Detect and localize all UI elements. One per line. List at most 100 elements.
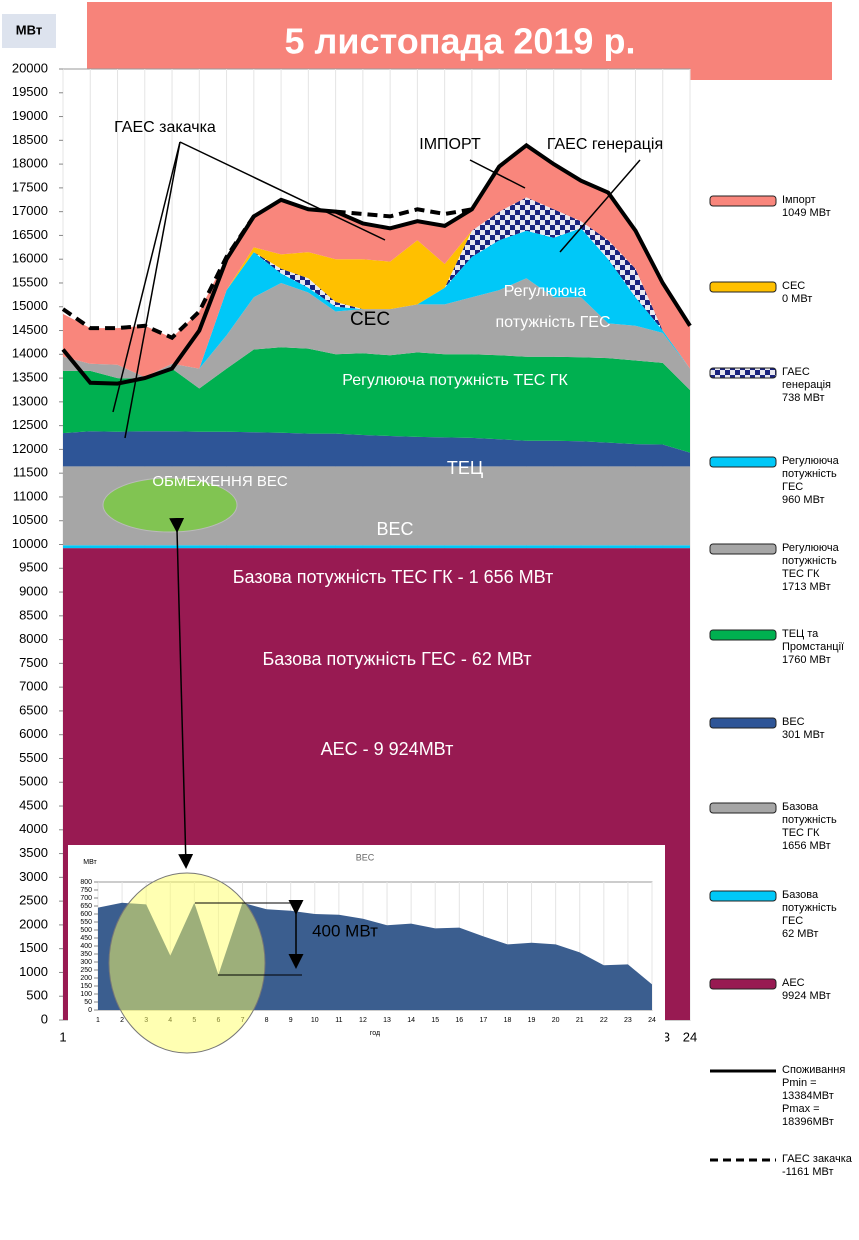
- y-tick-label: 18000: [12, 156, 48, 171]
- y-tick-label: 9000: [19, 583, 48, 598]
- link-arrow: [169, 517, 194, 869]
- y-tick-label: 9500: [19, 560, 48, 575]
- area-segment: [63, 278, 690, 390]
- x-tick-label: 8: [265, 1017, 269, 1024]
- pointer-line: [559, 159, 641, 253]
- legend-swatch: [709, 456, 777, 468]
- annotation: ГАЕС генерація: [547, 136, 663, 153]
- y-tick-label: 15000: [12, 298, 48, 313]
- y-tick-label: 1000: [19, 964, 48, 979]
- x-tick-label: 14: [407, 1017, 415, 1024]
- y-tick-label: 12500: [12, 417, 48, 432]
- legend-label: Базова потужність ГЕС 62 МВт: [782, 889, 837, 940]
- y-tick-label: 750: [80, 887, 92, 894]
- pointer-line: [124, 141, 181, 439]
- y-tick-label: 19500: [12, 84, 48, 99]
- annotation: ВЕС: [376, 519, 413, 539]
- x-tick-label: 9: [289, 1017, 293, 1024]
- legend-swatch: [709, 802, 777, 814]
- area-segment: [63, 197, 690, 378]
- legend-label: ТЕЦ та Промстанції 1760 МВт: [782, 628, 845, 666]
- annotation: ТЕЦ: [447, 458, 483, 478]
- y-tick-label: 10500: [12, 512, 48, 527]
- y-tick-label: 150: [80, 983, 92, 990]
- x-tick-label: 24: [648, 1017, 656, 1024]
- y-tick-label: 15500: [12, 274, 48, 289]
- y-tick-label: 2000: [19, 916, 48, 931]
- legend-label: Регулююча потужність ГЕС 960 МВт: [782, 455, 839, 506]
- chart-title: 5 листопада 2019 р.: [285, 21, 636, 62]
- y-tick-label: 5000: [19, 774, 48, 789]
- x-tick-label: 12: [359, 1017, 367, 1024]
- annotation: Регулююча потужність ТЕС ГК: [342, 372, 568, 389]
- y-tick-label: 3500: [19, 845, 48, 860]
- legend-label: СЕС 0 МВт: [782, 280, 813, 305]
- y-tick-label: 13000: [12, 393, 48, 408]
- legend-label: Базова потужність ТЕС ГК 1656 МВт: [782, 801, 837, 852]
- y-tick-label: 8000: [19, 631, 48, 646]
- annotation: ГАЕС закачка: [114, 119, 216, 136]
- x-tick-label: 11: [335, 1017, 342, 1024]
- legend-swatch: [709, 629, 777, 641]
- y-tick-label: 200: [80, 975, 92, 982]
- unit-box: [2, 14, 56, 48]
- y-tick-label: 5500: [19, 750, 48, 765]
- legend-label: Споживання Pmin = 13384МВт Pmax = 18396М…: [782, 1064, 846, 1128]
- legend-swatch: [709, 717, 777, 729]
- y-tick-label: 6500: [19, 702, 48, 717]
- x-tick-label: 10: [311, 1017, 319, 1024]
- annotation: ОБМЕЖЕННЯ ВЕС: [152, 473, 288, 490]
- area-segment: [63, 228, 690, 378]
- y-tick-label: 0: [88, 1007, 92, 1014]
- title-box: [87, 2, 832, 80]
- y-tick-label: 650: [80, 903, 92, 910]
- pointer-line: [179, 141, 386, 241]
- legend-label: Регулююча потужність ТЕС ГК 1713 МВт: [782, 542, 839, 593]
- x-tick-label: 18: [504, 1017, 512, 1024]
- line-series: [61, 207, 473, 341]
- y-tick-label: 0: [41, 1011, 48, 1026]
- annotation: Базова потужність ГЕС - 62 МВт: [262, 649, 531, 669]
- y-tick-label: 7500: [19, 655, 48, 670]
- x-tick-label: 2: [120, 1017, 124, 1024]
- y-tick-label: 550: [80, 919, 92, 926]
- y-tick-label: 18500: [12, 132, 48, 147]
- y-tick-label: 600: [80, 911, 92, 918]
- y-tick-label: 2500: [19, 893, 48, 908]
- legend-swatch: [709, 281, 777, 293]
- y-tick-label: 6000: [19, 726, 48, 741]
- x-tick-label: 16: [455, 1017, 463, 1024]
- inset-title: ВЕС: [356, 852, 375, 862]
- y-tick-label: 4000: [19, 821, 48, 836]
- y-tick-label: 13500: [12, 370, 48, 385]
- y-tick-label: 1500: [19, 940, 48, 955]
- legend-swatch: [709, 543, 777, 555]
- y-tick-label: 500: [80, 927, 92, 934]
- legend-label: Імпорт 1049 МВт: [782, 194, 831, 219]
- y-tick-label: 400: [80, 943, 92, 950]
- y-tick-label: 20000: [12, 60, 48, 75]
- y-unit: МВт: [16, 22, 42, 37]
- x-tick-label: 1: [59, 1029, 66, 1044]
- annotation: потужність ГЕС: [496, 314, 611, 331]
- y-tick-label: 800: [80, 879, 92, 886]
- pointer-line: [469, 159, 526, 189]
- y-tick-label: 300: [80, 959, 92, 966]
- inset-decorations: [108, 517, 304, 1054]
- x-tick-label: 17: [479, 1017, 487, 1024]
- y-tick-label: 11500: [13, 465, 48, 480]
- y-tick-label: 7000: [19, 679, 48, 694]
- y-tick-label: 14000: [12, 346, 48, 361]
- area-segment: [63, 466, 690, 546]
- y-tick-label: 17000: [12, 203, 48, 218]
- y-tick-label: 250: [80, 967, 92, 974]
- y-tick-label: 4500: [19, 797, 48, 812]
- annotation: Базова потужність ТЕС ГК - 1 656 МВт: [233, 567, 554, 587]
- legend-swatch: [709, 367, 777, 379]
- x-tick-label: 1: [96, 1017, 100, 1024]
- legend-label: АЕС 9924 МВт: [782, 977, 831, 1002]
- legend-swatch: [709, 978, 777, 990]
- y-tick-label: 450: [80, 935, 92, 942]
- inset-y-unit: МВт: [83, 859, 97, 866]
